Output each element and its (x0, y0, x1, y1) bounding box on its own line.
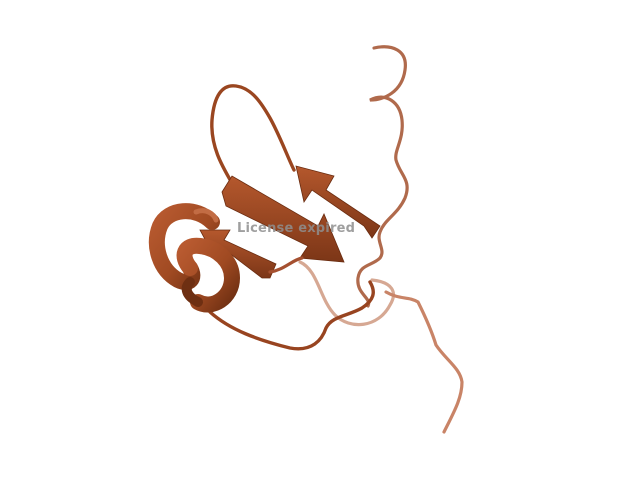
coil-lower-loop (208, 280, 375, 351)
alpha-helix (148, 203, 241, 313)
coil-n-terminal (356, 45, 409, 308)
coil-c-terminal-tail (384, 290, 464, 434)
coil-strand-connector (268, 256, 304, 274)
beta-strand-2 (221, 175, 345, 263)
beta-strand-1 (295, 165, 381, 239)
license-watermark: License expired (237, 221, 356, 236)
coil-back-loop (298, 260, 395, 327)
coil-hairpin-loop (210, 84, 296, 192)
beta-strand-3 (199, 229, 277, 279)
